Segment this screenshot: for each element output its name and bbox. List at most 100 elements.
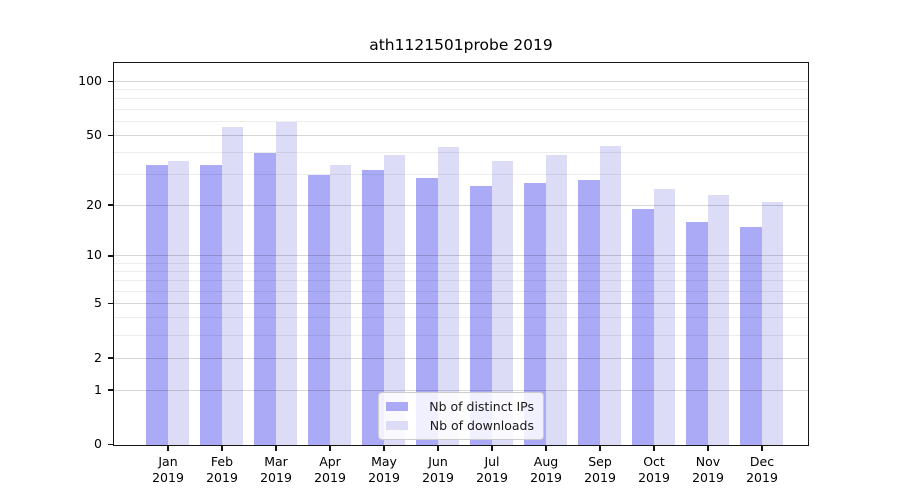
gridline-minor-80 — [114, 98, 808, 100]
bar-jun-distinct-ips — [416, 177, 438, 445]
x-tick-oct — [653, 446, 655, 451]
y-tick-label-20: 20 — [86, 196, 102, 212]
gridline-major-20 — [114, 204, 808, 206]
x-tick-label-line: 2019 — [368, 469, 400, 485]
bar-sep-distinct-ips — [578, 180, 600, 445]
x-tick-label-may: May 2019 — [352, 454, 416, 485]
bar-jan-distinct-ips — [146, 165, 168, 445]
x-tick-label-line: 2019 — [260, 469, 292, 485]
y-tick-label-2: 2 — [94, 349, 102, 365]
x-tick-jan — [167, 446, 169, 451]
x-tick-label-line: Feb — [210, 454, 234, 469]
x-tick-label-line: 2019 — [314, 469, 346, 485]
x-tick-apr — [329, 446, 331, 451]
bar-mar-distinct-ips — [254, 152, 276, 445]
y-tick-20 — [108, 204, 113, 206]
gridline-minor-40 — [114, 151, 808, 153]
y-tick-label-10: 10 — [86, 247, 102, 263]
gridline-minor-6 — [114, 291, 808, 292]
bar-dec-distinct-ips — [740, 226, 762, 445]
gridline-major-50 — [114, 134, 808, 136]
gridline-major-5 — [114, 303, 808, 305]
bar-jun-downloads — [437, 147, 459, 445]
y-tick-10 — [108, 255, 113, 257]
x-tick-jun — [437, 446, 439, 451]
x-tick-label-line: 2019 — [206, 469, 238, 485]
y-tick-1 — [108, 389, 113, 391]
x-tick-mar — [275, 446, 277, 451]
bar-jul-downloads — [491, 161, 513, 445]
gridline-minor-60 — [114, 120, 808, 122]
bar-sep-downloads — [599, 145, 621, 445]
x-tick-label-oct: Oct 2019 — [622, 454, 686, 485]
bar-oct-downloads — [653, 188, 675, 445]
x-tick-label-feb: Feb 2019 — [190, 454, 254, 485]
x-tick-nov — [707, 446, 709, 451]
y-tick-label-0: 0 — [94, 436, 102, 451]
x-tick-label-jan: Jan 2019 — [136, 454, 200, 485]
bar-apr-downloads — [329, 165, 351, 445]
x-tick-label-line: 2019 — [152, 469, 184, 485]
gridline-minor-8 — [114, 271, 808, 273]
bar-apr-distinct-ips — [308, 174, 330, 445]
x-tick-label-line: May — [371, 454, 397, 469]
y-tick-label-100: 100 — [78, 73, 102, 88]
legend-item-downloads: Nb of downloads — [386, 418, 534, 433]
x-tick-label-line: 2019 — [638, 469, 670, 485]
x-tick-label-line: Sep — [588, 454, 612, 469]
plot-area: Nb of distinct IPs Nb of downloads — [113, 62, 809, 446]
y-tick-50 — [108, 134, 113, 136]
x-tick-label-dec: Dec 2019 — [730, 454, 794, 485]
gridline-minor-3 — [114, 335, 808, 336]
bar-may-distinct-ips — [362, 170, 384, 445]
x-tick-label-line: Dec — [749, 454, 775, 469]
x-tick-label-line: 2019 — [692, 469, 724, 485]
x-tick-aug — [545, 446, 547, 451]
bar-aug-distinct-ips — [524, 182, 546, 445]
y-tick-0 — [108, 443, 113, 446]
legend: Nb of distinct IPs Nb of downloads — [378, 392, 544, 440]
bar-jul-distinct-ips — [470, 185, 492, 445]
gridline-major-100 — [114, 81, 808, 82]
bar-jan-downloads — [167, 161, 189, 445]
gridline-minor-90 — [114, 89, 808, 91]
legend-swatch-distinct-ips — [386, 402, 408, 411]
x-tick-dec — [761, 446, 763, 451]
x-tick-label-sep: Sep 2019 — [568, 454, 632, 485]
legend-swatch-downloads — [386, 421, 408, 430]
bar-nov-distinct-ips — [686, 222, 708, 445]
y-tick-5 — [108, 302, 113, 305]
chart-title: ath1121501probe 2019 — [369, 36, 553, 54]
bar-mar-downloads — [275, 121, 297, 445]
x-tick-label-line: 2019 — [530, 469, 562, 485]
x-tick-sep — [599, 446, 601, 451]
legend-item-distinct-ips: Nb of distinct IPs — [386, 399, 534, 414]
x-tick-label-line: Aug — [533, 454, 559, 469]
y-tick-100 — [108, 80, 113, 83]
x-tick-label-jul: Jul 2019 — [460, 454, 524, 485]
x-tick-label-mar: Mar 2019 — [244, 454, 308, 485]
legend-label-distinct-ips: Nb of distinct IPs — [429, 399, 534, 414]
gridline-major-2 — [114, 357, 808, 359]
x-tick-label-line: 2019 — [584, 469, 616, 485]
bar-nov-downloads — [707, 195, 729, 445]
x-tick-label-line: Oct — [643, 454, 665, 469]
bar-feb-distinct-ips — [200, 165, 222, 445]
bar-may-downloads — [383, 154, 405, 445]
x-tick-label-line: Jun — [428, 454, 448, 469]
x-tick-label-line: 2019 — [476, 469, 508, 485]
x-tick-label-apr: Apr 2019 — [298, 454, 362, 485]
x-tick-may — [383, 446, 385, 451]
gridline-minor-7 — [114, 280, 808, 282]
x-tick-label-aug: Aug 2019 — [514, 454, 578, 485]
bars-layer — [114, 63, 808, 445]
x-tick-feb — [221, 446, 223, 451]
x-tick-label-line: 2019 — [746, 469, 778, 485]
x-tick-label-jun: Jun 2019 — [406, 454, 470, 485]
y-tick-label-5: 5 — [94, 295, 102, 311]
y-tick-2 — [108, 357, 113, 359]
x-tick-label-nov: Nov 2019 — [676, 454, 740, 485]
x-tick-label-line: Nov — [695, 454, 721, 469]
gridline-minor-70 — [114, 108, 808, 110]
